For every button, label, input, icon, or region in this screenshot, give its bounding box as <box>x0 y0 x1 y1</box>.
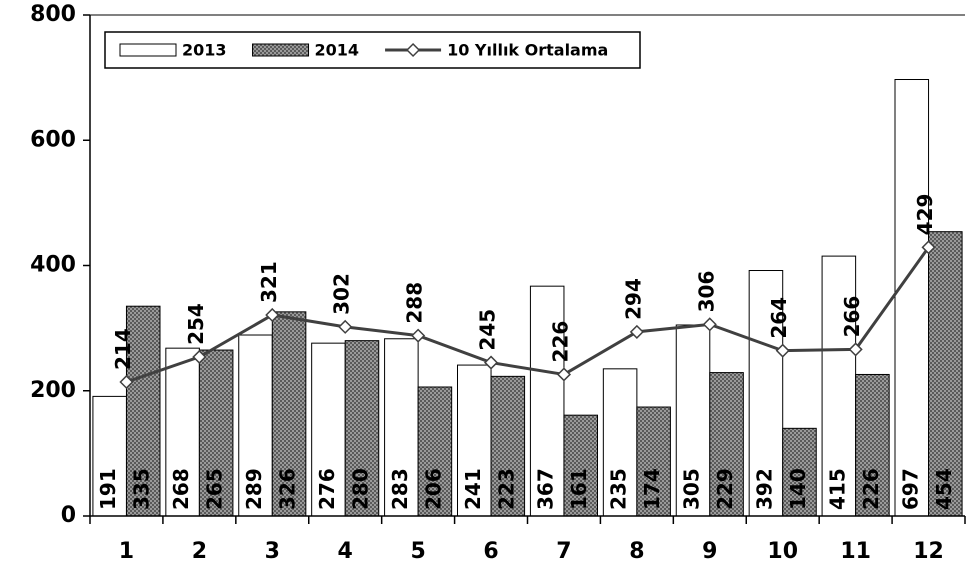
bar <box>457 364 492 517</box>
bar <box>821 255 857 517</box>
marker <box>702 317 717 332</box>
x-tick-label: 9 <box>702 539 717 564</box>
bar-value-label: 335 <box>130 468 154 510</box>
bar-value-label: 174 <box>640 468 664 510</box>
x-tick-label: 10 <box>767 539 798 564</box>
y-tick-label: 600 <box>30 127 76 152</box>
legend-label: 2013 <box>182 41 227 60</box>
marker <box>556 367 572 382</box>
bar-value-label: 283 <box>388 468 412 510</box>
bar-value-label: 206 <box>421 468 445 510</box>
bar <box>490 375 526 517</box>
line-value-label: 294 <box>621 278 645 320</box>
bar <box>238 334 273 517</box>
x-tick-label: 8 <box>629 539 644 564</box>
bar-value-label: 265 <box>203 468 227 510</box>
x-tick-label: 2 <box>192 539 207 564</box>
bar-value-label: 268 <box>169 468 193 510</box>
bar <box>417 386 453 517</box>
bar <box>198 349 234 517</box>
bar <box>602 368 638 517</box>
marker <box>338 319 353 334</box>
line-value-label: 214 <box>111 328 135 370</box>
marker <box>483 355 499 370</box>
line-value-label: 245 <box>476 309 500 351</box>
line-value-label: 226 <box>548 321 572 363</box>
line <box>125 246 930 384</box>
line-value-label: 254 <box>184 303 208 345</box>
y-tick-label: 0 <box>61 503 76 528</box>
bar <box>311 342 346 517</box>
bar-value-label: 289 <box>242 468 266 510</box>
bar <box>529 285 565 517</box>
y-tick-label: 200 <box>30 378 76 403</box>
bar-value-label: 276 <box>315 468 339 510</box>
bar <box>384 338 419 517</box>
legend-label: 10 Yıllık Ortalama <box>447 41 608 60</box>
bar <box>748 270 784 517</box>
marker <box>775 343 790 358</box>
bar <box>894 79 930 517</box>
marker <box>192 349 207 364</box>
bar-value-label: 241 <box>461 468 485 510</box>
x-tick-label: 12 <box>913 539 944 564</box>
bar-value-label: 229 <box>713 468 737 510</box>
bar-value-label: 161 <box>567 468 591 510</box>
legend-marker <box>406 42 421 58</box>
bar-value-label: 235 <box>607 468 631 510</box>
bar <box>92 395 127 517</box>
x-tick-label: 3 <box>265 539 280 564</box>
bar <box>675 324 711 517</box>
marker <box>411 328 426 343</box>
line-value-label: 429 <box>913 194 937 236</box>
bar-value-label: 367 <box>534 468 558 510</box>
bar-value-label: 226 <box>859 468 883 510</box>
bar <box>636 406 671 517</box>
legend-box <box>104 31 641 69</box>
line-value-label: 266 <box>840 296 864 338</box>
bar-value-label: 697 <box>898 468 922 510</box>
x-tick-label: 6 <box>483 539 498 564</box>
bar <box>165 347 200 517</box>
bar <box>782 427 817 517</box>
bar-value-label: 454 <box>932 468 956 510</box>
legend-label: 2014 <box>315 41 360 60</box>
bar <box>271 311 307 517</box>
line-value-label: 264 <box>767 297 791 339</box>
bar <box>855 373 890 517</box>
marker <box>265 307 280 323</box>
line-value-label: 306 <box>694 271 718 313</box>
bar-value-label: 392 <box>752 468 776 510</box>
line-value-label: 288 <box>403 282 427 324</box>
bar-value-label: 280 <box>348 468 372 510</box>
legend-swatch <box>252 43 310 57</box>
bar-value-label: 223 <box>494 468 518 510</box>
x-tick-label: 5 <box>410 539 425 564</box>
bar-value-label: 305 <box>680 468 704 510</box>
y-tick-label: 400 <box>30 253 76 278</box>
bar <box>563 414 598 517</box>
legend-swatch <box>119 43 177 57</box>
x-tick-label: 1 <box>119 539 134 564</box>
line-value-label: 302 <box>330 273 354 315</box>
line-value-label: 321 <box>257 261 281 303</box>
bar <box>344 340 380 517</box>
x-tick-label: 7 <box>556 539 571 564</box>
bar-value-label: 140 <box>786 468 810 510</box>
marker <box>921 240 936 255</box>
bar <box>709 372 744 517</box>
x-tick-label: 4 <box>338 539 353 564</box>
x-tick-label: 11 <box>840 539 871 564</box>
y-tick-label: 800 <box>30 2 76 27</box>
bar-value-label: 326 <box>276 468 300 510</box>
marker <box>629 324 644 339</box>
marker <box>848 342 863 357</box>
bar-value-label: 191 <box>96 468 120 510</box>
marker <box>119 374 134 390</box>
bar-value-label: 415 <box>825 468 849 510</box>
